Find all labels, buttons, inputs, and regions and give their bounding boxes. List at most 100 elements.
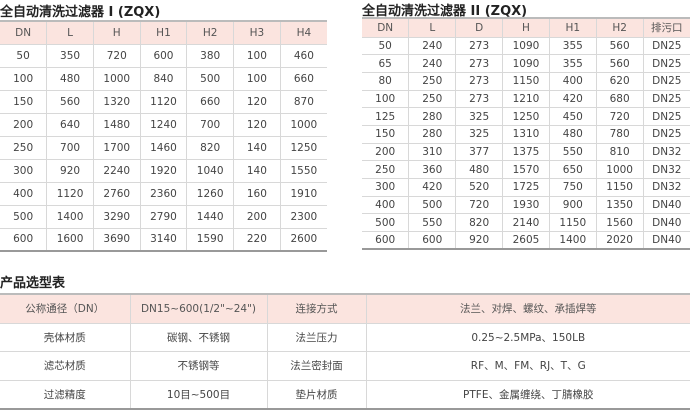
table-cell: 900 xyxy=(548,196,597,215)
table-cell: 500 xyxy=(362,213,409,233)
table-cell: 140 xyxy=(233,136,281,160)
table-cell: 1150 xyxy=(502,72,550,91)
table-row: 600 1600 3690 3140 1590 220 2600 xyxy=(0,228,327,252)
table-cell: 660 xyxy=(279,67,327,91)
table-cell: 120 xyxy=(233,113,281,137)
table-cell: 3140 xyxy=(139,228,187,252)
table-cell: 240 xyxy=(408,54,456,73)
column-header: H2 xyxy=(186,21,234,45)
table-cell: DN25 xyxy=(642,125,690,144)
table-cell: 不锈钢等 xyxy=(129,351,267,381)
table-cell: 250 xyxy=(408,90,456,109)
table-cell: 1310 xyxy=(502,125,550,144)
table-cell: 1920 xyxy=(139,159,187,183)
table-cell: 480 xyxy=(46,67,94,91)
table-cell: 325 xyxy=(455,125,503,144)
table-cell: DN32 xyxy=(642,178,690,197)
table-row: 50 240 273 1090 355 560 DN25 xyxy=(362,37,690,56)
table-cell: 220 xyxy=(233,228,281,252)
table-cell: 65 xyxy=(362,54,409,73)
table-row: 壳体材质 碳钢、不锈钢 法兰压力 0.25~2.5MPa、150LB xyxy=(0,323,690,352)
table-cell: DN25 xyxy=(642,90,690,109)
table-cell: 300 xyxy=(362,178,409,197)
table-cell: 660 xyxy=(186,90,234,114)
column-header: 公称通径（DN） xyxy=(0,294,130,324)
table-cell: 200 xyxy=(362,143,409,162)
table-cell: 150 xyxy=(0,90,47,114)
column-header: H3 xyxy=(233,21,281,45)
table-cell: 1375 xyxy=(502,143,550,162)
table-cell: DN25 xyxy=(642,72,690,91)
table-cell: 125 xyxy=(362,107,409,126)
column-header: 排污口 xyxy=(642,18,690,38)
table-cell: 150 xyxy=(362,125,409,144)
table-cell: 1350 xyxy=(595,196,644,215)
table-row: 100 480 1000 840 500 100 660 xyxy=(0,67,327,91)
table-cell: 10目~500目 xyxy=(129,380,267,409)
table-cell: 壳体材质 xyxy=(0,323,130,352)
table-cell: 560 xyxy=(595,54,644,73)
table-cell: 1090 xyxy=(502,37,550,56)
table-row: 300 420 520 1725 750 1150 DN32 xyxy=(362,178,690,197)
table-cell: DN40 xyxy=(642,231,690,250)
table-cell: 820 xyxy=(186,136,234,160)
table-cell: 560 xyxy=(46,90,94,114)
table-cell: 1930 xyxy=(502,196,550,215)
table-cell: 垫片材质 xyxy=(266,380,366,409)
table-row: 125 280 325 1250 450 720 DN25 xyxy=(362,107,690,126)
table-row: 150 280 325 1310 480 780 DN25 xyxy=(362,125,690,144)
table-cell: 240 xyxy=(408,37,456,56)
table-row: 300 920 2240 1920 1040 140 1550 xyxy=(0,159,327,183)
table-cell: 780 xyxy=(595,125,644,144)
spec-table-1: DN L H H1 H2 H3 H4 50 350 720 600 380 100 460 100 480 10… xyxy=(0,20,327,252)
table-cell: 1250 xyxy=(502,107,550,126)
table-cell: 1550 xyxy=(279,159,327,183)
table-cell: DN32 xyxy=(642,160,690,179)
table-cell: 80 xyxy=(362,72,409,91)
table-cell: 100 xyxy=(362,90,409,109)
column-header: H xyxy=(92,21,141,45)
table-cell: 460 xyxy=(279,44,327,68)
table-cell: 355 xyxy=(548,37,597,56)
table-cell: 160 xyxy=(233,182,281,206)
table-cell: 200 xyxy=(233,205,281,229)
selection-table-title: 产品选型表 xyxy=(0,276,66,291)
table-cell: 1120 xyxy=(46,182,94,206)
table-cell: 810 xyxy=(595,143,644,162)
table-row: 80 250 273 1150 400 620 DN25 xyxy=(362,72,690,91)
table-cell: 550 xyxy=(408,213,456,233)
table-cell: 1570 xyxy=(502,160,550,179)
table-cell: 1000 xyxy=(595,160,644,179)
table-cell: 2600 xyxy=(279,228,327,252)
spec-table-2: DN L D H H1 H2 排污口 50 240 273 1090 355 560 DN25 65 240 2… xyxy=(362,17,690,251)
table-cell: 377 xyxy=(455,143,503,162)
table-row: 过滤精度 10目~500目 垫片材质 PTFE、金属缠绕、丁腈橡胶 xyxy=(0,380,690,409)
table-cell: 920 xyxy=(455,231,503,250)
table-cell: RF、M、FM、RJ、T、G xyxy=(365,351,690,381)
column-header: DN xyxy=(362,18,409,38)
table-cell: 100 xyxy=(233,67,281,91)
column-header: L xyxy=(46,21,94,45)
table-cell: DN32 xyxy=(642,143,690,162)
table-cell: 2360 xyxy=(139,182,187,206)
table-cell: 200 xyxy=(0,113,47,137)
table-cell: 500 xyxy=(408,196,456,215)
table-cell: 1725 xyxy=(502,178,550,197)
table-cell: 滤芯材质 xyxy=(0,351,130,381)
table-cell: 2240 xyxy=(92,159,141,183)
table-cell: 1440 xyxy=(186,205,234,229)
table-cell: 1040 xyxy=(186,159,234,183)
column-header: H1 xyxy=(139,21,187,45)
table-cell: 550 xyxy=(548,143,597,162)
table-row: 250 700 1700 1460 820 140 1250 xyxy=(0,136,327,160)
table-cell: 620 xyxy=(595,72,644,91)
table-row: 250 360 480 1570 650 1000 DN32 xyxy=(362,160,690,179)
table-cell: 400 xyxy=(548,72,597,91)
table-row: 400 1120 2760 2360 1260 160 1910 xyxy=(0,182,327,206)
table-cell: 1700 xyxy=(92,136,141,160)
table-cell: DN25 xyxy=(642,37,690,56)
table-cell: DN40 xyxy=(642,213,690,233)
table-cell: 355 xyxy=(548,54,597,73)
column-header: H xyxy=(502,18,550,38)
table-cell: 480 xyxy=(455,160,503,179)
